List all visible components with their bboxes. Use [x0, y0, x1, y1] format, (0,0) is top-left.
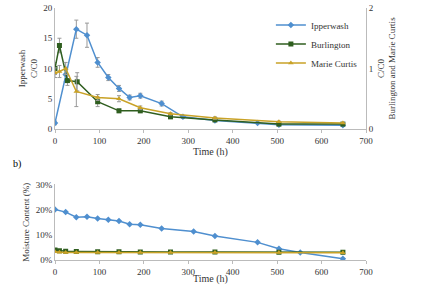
- svg-text:500: 500: [270, 267, 284, 277]
- svg-text:Ipperwash: Ipperwash: [311, 21, 349, 31]
- svg-text:0: 0: [53, 136, 58, 146]
- svg-text:Moisture Content (%): Moisture Content (%): [21, 183, 31, 262]
- svg-text:0%: 0%: [40, 255, 53, 265]
- svg-text:IpperwashC/C0: IpperwashC/C0: [17, 49, 39, 87]
- svg-text:100: 100: [93, 136, 107, 146]
- svg-text:200: 200: [137, 267, 151, 277]
- svg-text:20: 20: [43, 3, 53, 13]
- svg-text:30%: 30%: [36, 180, 53, 190]
- svg-text:Time (h): Time (h): [193, 273, 228, 285]
- svg-text:Burlington: Burlington: [311, 40, 351, 50]
- svg-text:700: 700: [359, 136, 373, 146]
- svg-text:1: 1: [369, 64, 374, 74]
- svg-text:2: 2: [369, 3, 374, 13]
- svg-text:C/C0Burlington and Marie Curti: C/C0Burlington and Marie Curtis: [376, 17, 398, 120]
- svg-text:0: 0: [53, 267, 58, 277]
- svg-text:5: 5: [48, 94, 53, 104]
- svg-text:400: 400: [226, 267, 240, 277]
- svg-text:b): b): [13, 158, 21, 170]
- svg-text:Marie Curtis: Marie Curtis: [311, 59, 357, 69]
- svg-text:0: 0: [369, 124, 374, 134]
- svg-text:20%: 20%: [36, 205, 53, 215]
- svg-text:15: 15: [43, 33, 53, 43]
- svg-text:10: 10: [43, 64, 53, 74]
- svg-text:700: 700: [359, 267, 373, 277]
- svg-text:400: 400: [226, 136, 240, 146]
- svg-text:300: 300: [182, 267, 196, 277]
- svg-text:0: 0: [48, 124, 53, 134]
- svg-text:300: 300: [182, 136, 196, 146]
- svg-text:600: 600: [315, 267, 329, 277]
- svg-text:100: 100: [93, 267, 107, 277]
- svg-text:600: 600: [315, 136, 329, 146]
- svg-text:500: 500: [270, 136, 284, 146]
- svg-text:Time (h): Time (h): [193, 146, 228, 158]
- svg-text:10%: 10%: [36, 230, 53, 240]
- svg-text:200: 200: [137, 136, 151, 146]
